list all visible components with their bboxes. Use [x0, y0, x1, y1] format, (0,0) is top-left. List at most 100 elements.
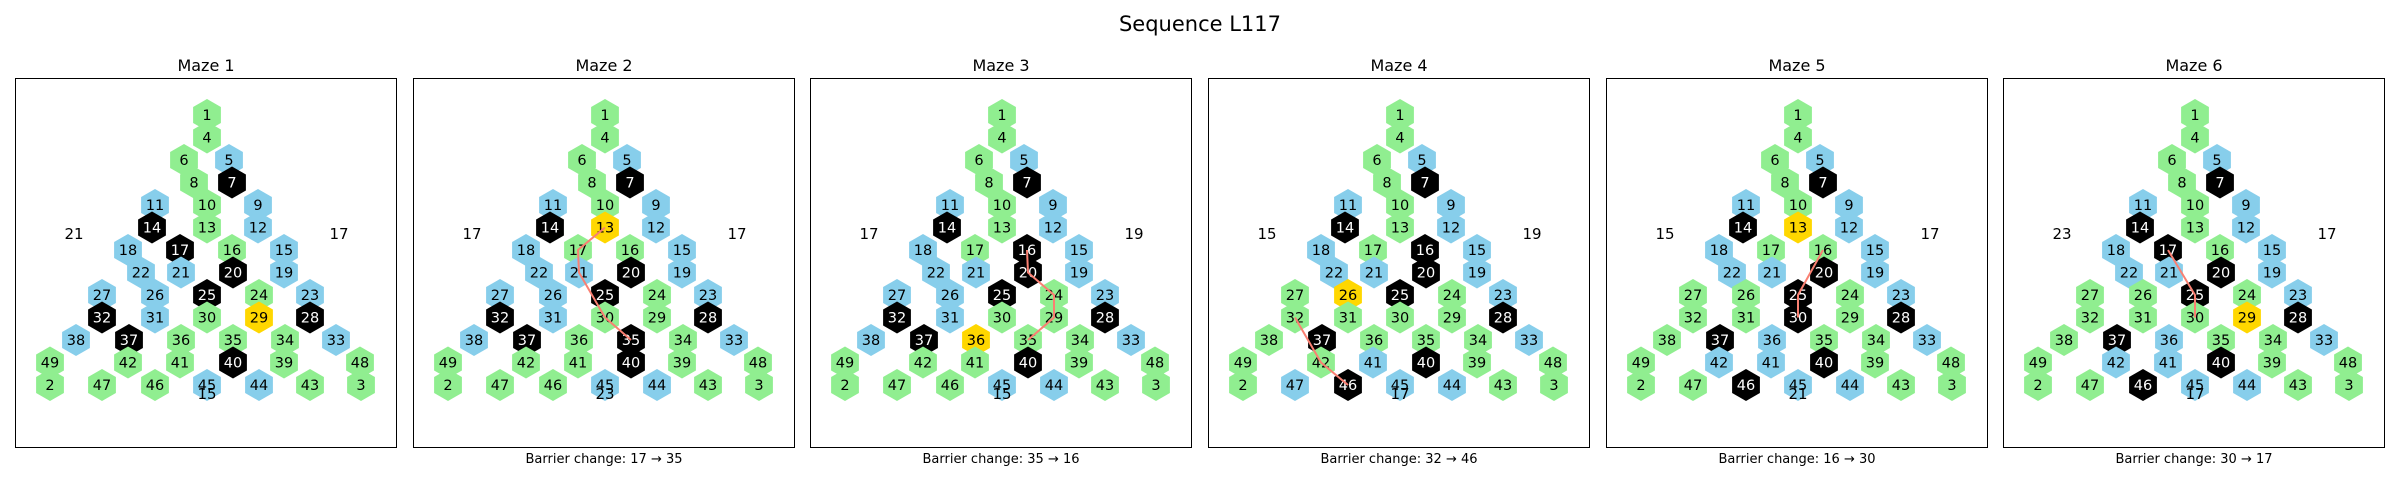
hole-hex	[1489, 279, 1517, 311]
right-label: 19	[1522, 225, 1541, 243]
hex-cell-44: 44	[1040, 369, 1068, 401]
hex-number: 21	[172, 266, 190, 282]
hex-number: 19	[2263, 266, 2281, 282]
hex-number: 27	[93, 288, 111, 304]
hex-cell-20: 20	[1810, 256, 1838, 289]
hex-number: 23	[699, 288, 717, 304]
hex-cell-46: 46	[539, 369, 567, 401]
hex-number: 44	[1045, 378, 1063, 394]
barrier-hex	[88, 301, 116, 334]
hole-hex	[1437, 211, 1465, 244]
maze-panel: 1 2 3 4 5 6 7 8 9 10 11 12 13 14 15 16 17 18 19 20 21 22 23 24 2…	[2003, 78, 2385, 448]
hex-number: 25	[596, 288, 614, 304]
free-hex	[1784, 121, 1812, 154]
hex-cell-27: 27	[1281, 279, 1309, 311]
hole-hex	[2154, 346, 2182, 379]
hex-number: 39	[1070, 356, 1088, 372]
free-hex	[591, 99, 619, 131]
hex-cell-7: 7	[1809, 166, 1837, 199]
hex-cell-40: 40	[1810, 346, 1838, 379]
barrier-hex	[1412, 346, 1440, 379]
hex-number: 11	[146, 198, 164, 214]
hex-cell-48: 48	[744, 346, 772, 379]
hex-cell-24: 24	[643, 279, 671, 311]
hex-cell-25: 25	[1386, 279, 1414, 311]
hex-number: 12	[1840, 221, 1858, 237]
barrier-hex	[1013, 166, 1041, 199]
hex-number: 33	[1122, 333, 1140, 349]
hex-cell-3: 3	[1540, 369, 1568, 401]
hole-hex	[215, 144, 243, 176]
free-hex	[1066, 324, 1094, 356]
barrier-hex	[617, 256, 645, 289]
free-hex	[1386, 121, 1414, 154]
hex-number: 5	[224, 153, 233, 169]
hex-cell-19: 19	[1861, 256, 1889, 289]
hex-number: 42	[517, 356, 535, 372]
barrier-hex	[694, 301, 722, 334]
barrier-hex	[138, 211, 166, 244]
free-hex	[2024, 346, 2052, 379]
hex-number: 41	[569, 356, 587, 372]
hex-cell-33: 33	[1515, 324, 1543, 356]
hex-number: 8	[189, 176, 198, 192]
hex-cell-13: 13	[988, 211, 1016, 244]
barrier-hex	[1331, 211, 1359, 244]
free-hex	[643, 279, 671, 311]
hex-number: 38	[1260, 333, 1278, 349]
free-hex	[909, 346, 937, 379]
hex-number: 48	[2339, 356, 2357, 372]
free-hex	[167, 324, 195, 356]
hex-number: 44	[250, 378, 268, 394]
hole-hex	[539, 279, 567, 311]
hex-cell-33: 33	[1913, 324, 1941, 356]
hex-cell-35: 35	[219, 324, 247, 356]
hole-hex	[270, 234, 298, 266]
hex-number: 37	[1711, 333, 1729, 349]
hex-cell-37: 37	[910, 324, 938, 356]
hex-number: 31	[1339, 311, 1357, 327]
hole-hex	[1835, 189, 1863, 221]
hole-hex	[296, 279, 324, 311]
hex-cell-8: 8	[1373, 166, 1401, 199]
hole-hex	[883, 279, 911, 311]
hole-hex	[167, 256, 195, 289]
hex-cell-9: 9	[1039, 189, 1067, 221]
hex-number: 45	[596, 378, 614, 394]
hex-number: 3	[1549, 378, 1558, 394]
hex-number: 30	[1391, 311, 1409, 327]
hex-number: 46	[146, 378, 164, 394]
hex-cell-39: 39	[1463, 346, 1491, 379]
hex-cell-38: 38	[460, 324, 488, 356]
hex-number: 38	[2055, 333, 2073, 349]
free-hex	[270, 346, 298, 379]
hex-number: 19	[1468, 266, 1486, 282]
free-hex	[434, 369, 462, 401]
barrier-hex	[988, 279, 1016, 311]
hex-cell-24: 24	[2233, 279, 2261, 311]
free-hex	[2076, 369, 2104, 401]
hex-cell-43: 43	[2284, 369, 2312, 401]
hex-cell-17: 17	[166, 234, 194, 266]
hole-hex	[1359, 346, 1387, 379]
left-label: 17	[462, 225, 481, 243]
hole-hex	[2284, 279, 2312, 311]
hex-cell-16: 16	[218, 234, 246, 266]
hex-cell-47: 47	[883, 369, 911, 401]
hex-number: 36	[172, 333, 190, 349]
barrier-hex	[166, 234, 194, 266]
free-hex	[564, 346, 592, 379]
hex-number: 3	[754, 378, 763, 394]
hex-cell-12: 12	[642, 211, 670, 244]
path-line	[576, 226, 632, 341]
hex-cell-47: 47	[486, 369, 514, 401]
hex-cell-10: 10	[591, 189, 619, 221]
hole-hex	[1010, 144, 1038, 176]
free-hex	[1386, 301, 1414, 334]
hex-cell-32: 32	[486, 301, 514, 334]
hole-hex	[539, 189, 567, 221]
hex-cell-6: 6	[568, 144, 596, 176]
bottom-label: 23	[595, 385, 614, 403]
hex-cell-42: 42	[512, 346, 540, 379]
hole-hex	[720, 324, 748, 356]
